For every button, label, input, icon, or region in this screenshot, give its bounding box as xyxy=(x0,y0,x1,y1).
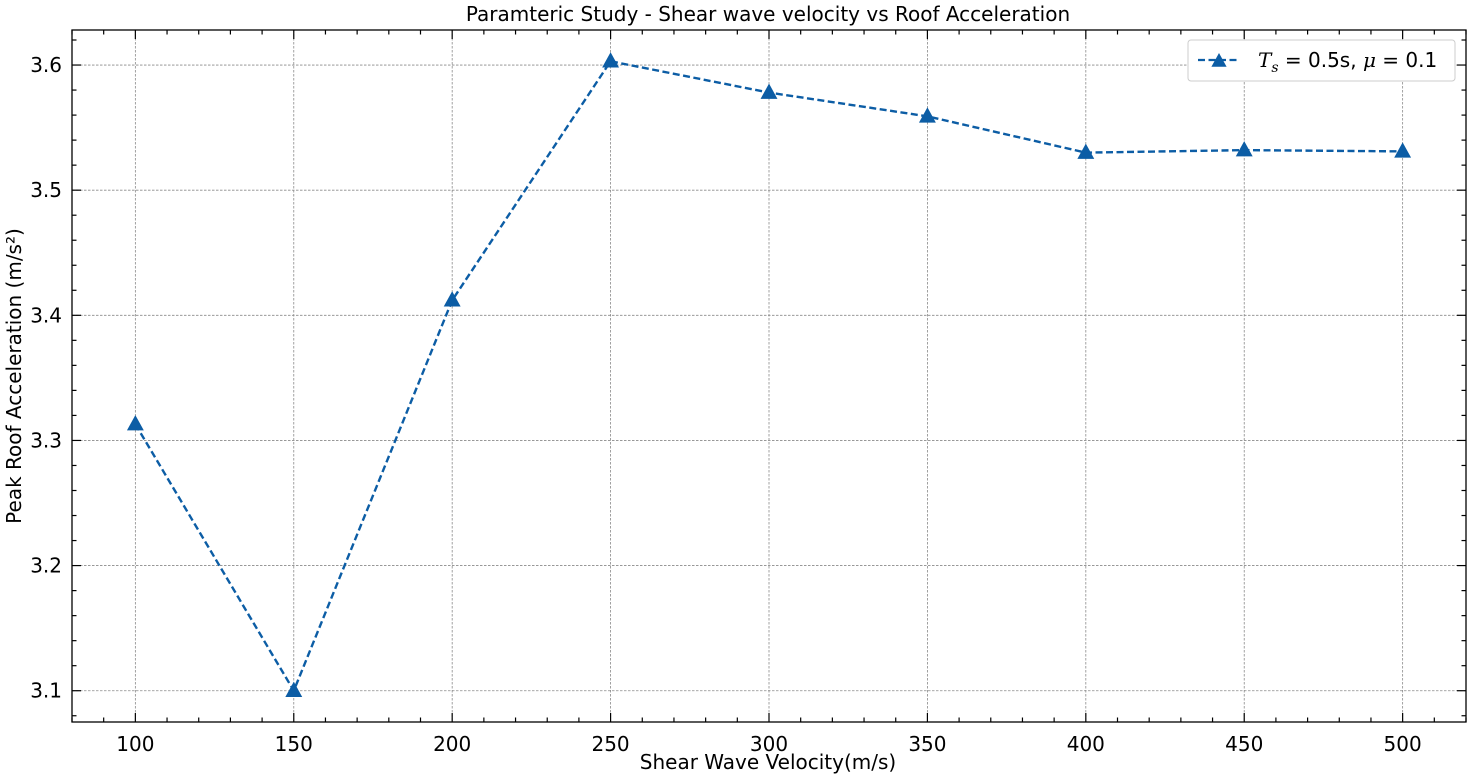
legend-entry-label: Ts = 0.5s, μ = 0.1 xyxy=(1258,48,1437,76)
y-tick-label: 3.2 xyxy=(30,554,62,578)
legend-eq2: = 0.1 xyxy=(1376,48,1437,72)
legend-mu: μ xyxy=(1363,48,1376,72)
grid-lines xyxy=(72,30,1466,722)
legend: Ts = 0.5s, μ = 0.1 xyxy=(1187,39,1456,82)
legend-box xyxy=(1187,39,1456,82)
x-tick-label: 350 xyxy=(908,732,946,756)
chart-title: Paramteric Study - Shear wave velocity v… xyxy=(466,2,1070,26)
y-tick-label: 3.1 xyxy=(30,679,62,703)
legend-T: T xyxy=(1258,48,1273,72)
data-point-marker xyxy=(1235,141,1253,157)
x-tick-label: 450 xyxy=(1225,732,1263,756)
y-tick-label: 3.3 xyxy=(30,428,62,452)
data-point-marker xyxy=(760,83,778,99)
legend-eq1: = 0.5s, xyxy=(1279,48,1363,72)
x-tick-labels: 100 150 200 250 300 350 400 450 500 xyxy=(116,732,1421,756)
x-tick-label: 300 xyxy=(750,732,788,756)
axis-ticks xyxy=(71,30,1467,722)
x-tick-label: 400 xyxy=(1067,732,1105,756)
y-axis-label: Peak Roof Acceleration (m/s²) xyxy=(2,228,26,524)
legend-marker-triangle xyxy=(1211,53,1227,67)
plot-frame xyxy=(71,29,1467,723)
data-point-marker xyxy=(1394,142,1412,158)
y-tick-label: 3.4 xyxy=(30,303,62,327)
data-point-marker xyxy=(443,291,461,307)
data-point-marker xyxy=(1077,143,1095,159)
y-tick-label: 3.6 xyxy=(30,53,62,77)
x-tick-label: 150 xyxy=(275,732,313,756)
y-tick-label: 3.5 xyxy=(30,178,62,202)
x-tick-label: 250 xyxy=(591,732,629,756)
data-point-marker xyxy=(126,415,144,431)
data-point-marker xyxy=(602,52,620,68)
y-tick-labels: 3.1 3.2 3.3 3.4 3.5 3.6 xyxy=(30,53,62,703)
legend-subscript: s xyxy=(1271,60,1278,76)
data-point-marker xyxy=(285,681,303,697)
x-tick-label: 200 xyxy=(433,732,471,756)
series-layer xyxy=(126,52,1412,697)
x-tick-label: 500 xyxy=(1384,732,1422,756)
x-axis-label: Shear Wave Velocity(m/s) xyxy=(640,750,896,774)
data-point-marker xyxy=(918,107,936,123)
x-tick-label: 100 xyxy=(116,732,154,756)
